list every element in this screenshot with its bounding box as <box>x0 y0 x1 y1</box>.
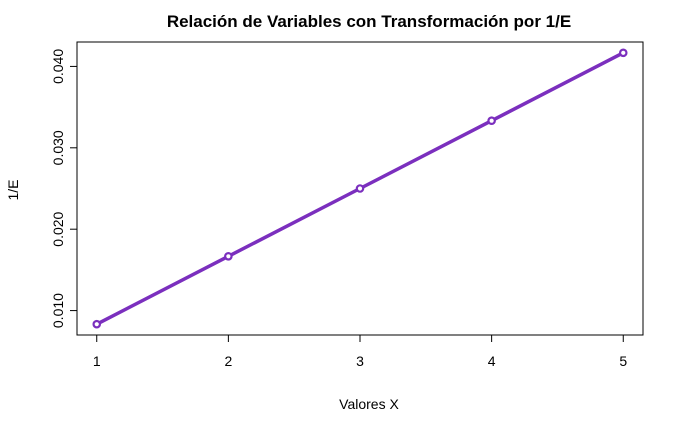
data-point <box>618 48 628 58</box>
x-tick-label: 1 <box>93 353 101 369</box>
x-tick-label: 4 <box>488 353 496 369</box>
x-axis: 1 2 3 4 5 <box>93 334 627 369</box>
x-tick-label: 3 <box>356 353 364 369</box>
y-axis: 0.010 0.020 0.030 0.040 <box>50 49 78 328</box>
y-axis-label: 1/E <box>5 179 21 200</box>
series-group <box>92 48 628 329</box>
y-tick-label: 0.040 <box>50 49 66 84</box>
y-tick-label: 0.030 <box>50 130 66 165</box>
x-tick-label: 5 <box>619 353 627 369</box>
y-tick-label: 0.020 <box>50 211 66 246</box>
x-axis-label: Valores X <box>339 396 399 412</box>
data-point <box>92 319 102 329</box>
chart-title: Relación de Variables con Transformación… <box>167 12 571 31</box>
data-point <box>224 251 233 261</box>
x-tick-label: 2 <box>224 353 232 369</box>
data-point <box>355 184 365 193</box>
data-point <box>487 116 496 126</box>
y-tick-label: 0.010 <box>50 293 66 328</box>
